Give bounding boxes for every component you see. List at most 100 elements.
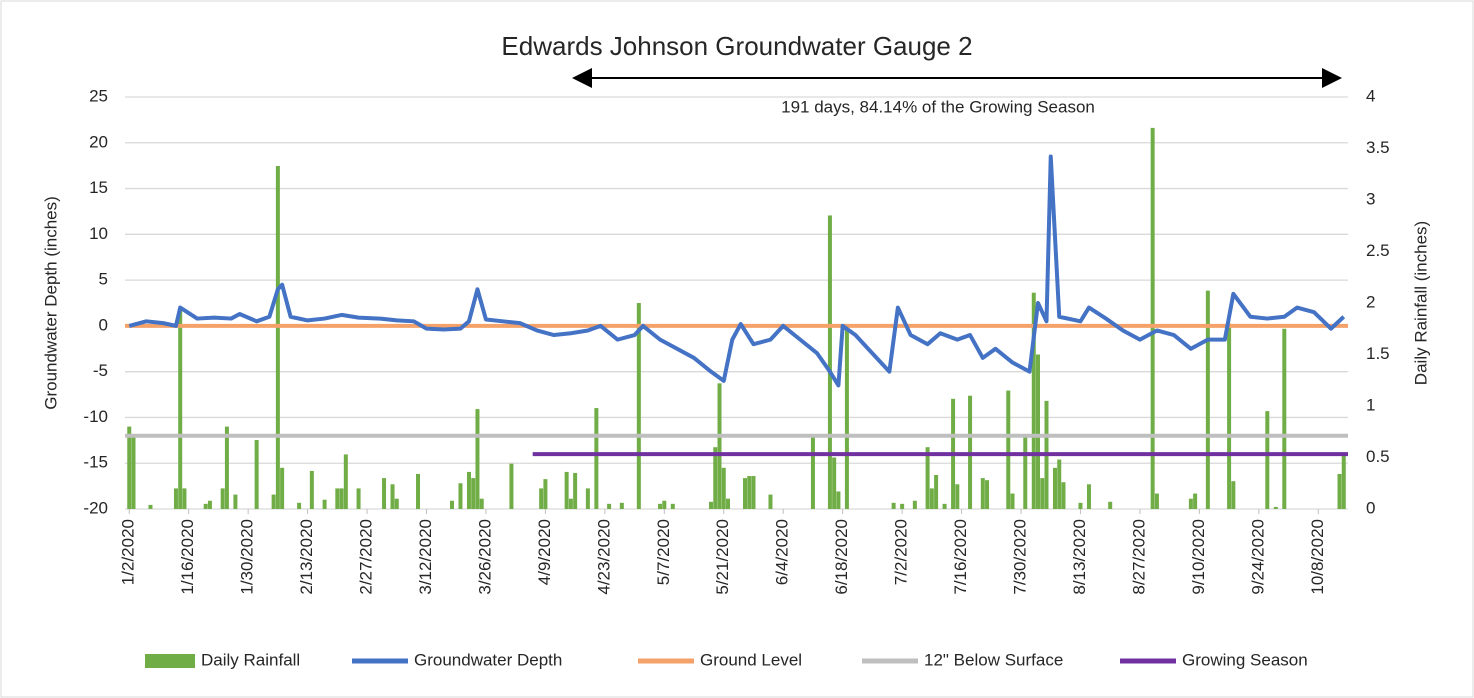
rain-bar	[1282, 328, 1287, 509]
x-tick-label: 10/8/2020	[1308, 519, 1327, 595]
y2-axis-label: Daily Rainfall (inches)	[1411, 221, 1430, 385]
rain-bar	[619, 502, 624, 509]
rain-bar	[1273, 506, 1278, 509]
rain-bar	[768, 494, 773, 509]
rain-bar	[670, 503, 675, 509]
rain-bar	[1061, 482, 1066, 509]
rain-bar	[1227, 323, 1232, 509]
rain-bar	[127, 426, 132, 509]
rain-bar	[844, 325, 849, 509]
rain-bar	[339, 488, 344, 509]
rain-bar	[479, 498, 484, 509]
rain-bar	[912, 500, 917, 509]
rain-bar	[224, 426, 229, 509]
rain-bar	[721, 467, 726, 509]
rain-bar	[471, 478, 476, 509]
rain-bar	[585, 488, 590, 509]
rain-bar	[178, 308, 183, 509]
rain-bar	[297, 502, 302, 509]
x-tick-label: 8/13/2020	[1070, 519, 1089, 595]
rain-bar	[1052, 467, 1057, 509]
rain-bar	[390, 484, 395, 509]
y-axis-label: Groundwater Depth (inches)	[41, 196, 60, 410]
rain-bar	[980, 478, 985, 509]
rain-bar	[233, 494, 238, 509]
rain-bar	[254, 439, 259, 509]
rain-bar	[148, 504, 153, 509]
rain-bar	[742, 478, 747, 509]
y2-tick-label: 1	[1366, 395, 1375, 414]
rain-bar	[131, 436, 136, 509]
rain-bar	[827, 215, 832, 509]
rain-bar	[309, 470, 314, 509]
rain-bar	[900, 503, 905, 509]
y-tick-label: 10	[89, 224, 108, 243]
rain-bar	[343, 454, 348, 509]
rain-bar	[934, 475, 939, 509]
rain-bar	[335, 488, 340, 509]
x-tick-label: 6/18/2020	[832, 519, 851, 595]
rain-bar	[382, 478, 387, 509]
rain-bar	[509, 463, 514, 509]
x-tick-label: 9/10/2020	[1189, 519, 1208, 595]
rain-bar	[891, 502, 896, 509]
rain-bar	[747, 476, 752, 509]
x-tick-label: 4/23/2020	[594, 519, 613, 595]
y-tick-label: 0	[99, 315, 108, 334]
rain-bar	[1108, 501, 1113, 509]
rain-bar	[1265, 411, 1270, 509]
rain-bar	[1193, 493, 1198, 509]
x-tick-label: 7/30/2020	[1011, 519, 1030, 595]
rain-bar	[573, 472, 578, 509]
y-tick-label: -10	[83, 407, 108, 426]
x-tick-label: 3/12/2020	[416, 519, 435, 595]
rain-bar	[1337, 473, 1342, 509]
x-tick-label: 1/30/2020	[238, 519, 257, 595]
rain-bar	[751, 476, 756, 509]
rain-bar	[207, 500, 212, 509]
rain-bar	[607, 503, 612, 509]
rain-bar	[709, 501, 714, 509]
y-tick-label: 25	[89, 86, 108, 105]
x-tick-label: 6/4/2020	[773, 519, 792, 585]
chart-title: Edwards Johnson Groundwater Gauge 2	[501, 31, 972, 61]
rain-bar	[449, 500, 454, 509]
rain-bar	[1188, 498, 1193, 509]
rain-bar	[1031, 292, 1036, 509]
legend-label: Daily Rainfall	[201, 650, 300, 669]
rain-bar	[568, 498, 573, 509]
rain-bar	[810, 436, 815, 509]
rain-bar	[658, 503, 663, 509]
rain-bar	[717, 383, 722, 509]
rain-bar	[1231, 481, 1236, 509]
rain-bar	[942, 503, 947, 509]
y-tick-label: 20	[89, 132, 108, 151]
rain-bar	[636, 303, 641, 509]
y-tick-label: -20	[83, 498, 108, 517]
x-tick-label: 8/27/2020	[1129, 519, 1148, 595]
rain-bar	[394, 498, 399, 509]
legend-label: Ground Level	[700, 650, 802, 669]
rain-bar	[543, 479, 548, 509]
rain-bar	[1078, 502, 1083, 509]
rain-bar	[356, 488, 361, 509]
rain-bar	[836, 491, 841, 509]
rain-bar	[929, 488, 934, 509]
y2-tick-label: 0	[1366, 498, 1375, 517]
y2-tick-label: 2.5	[1366, 241, 1390, 260]
rain-bar	[1150, 127, 1155, 510]
y-tick-label: 15	[89, 178, 108, 197]
legend-label: 12" Below Surface	[924, 650, 1063, 669]
x-tick-label: 9/24/2020	[1248, 519, 1267, 595]
rain-bar	[271, 494, 276, 509]
rain-bar	[1341, 452, 1346, 509]
legend-label: Growing Season	[1182, 650, 1308, 669]
y-tick-label: 5	[99, 270, 108, 289]
rain-bar	[713, 447, 718, 509]
legend-label: Groundwater Depth	[414, 650, 562, 669]
rain-bar	[475, 409, 480, 509]
rain-bar	[985, 480, 990, 509]
y-tick-label: -5	[93, 361, 108, 380]
rain-bar	[1040, 478, 1045, 509]
rain-bar	[1154, 493, 1159, 509]
